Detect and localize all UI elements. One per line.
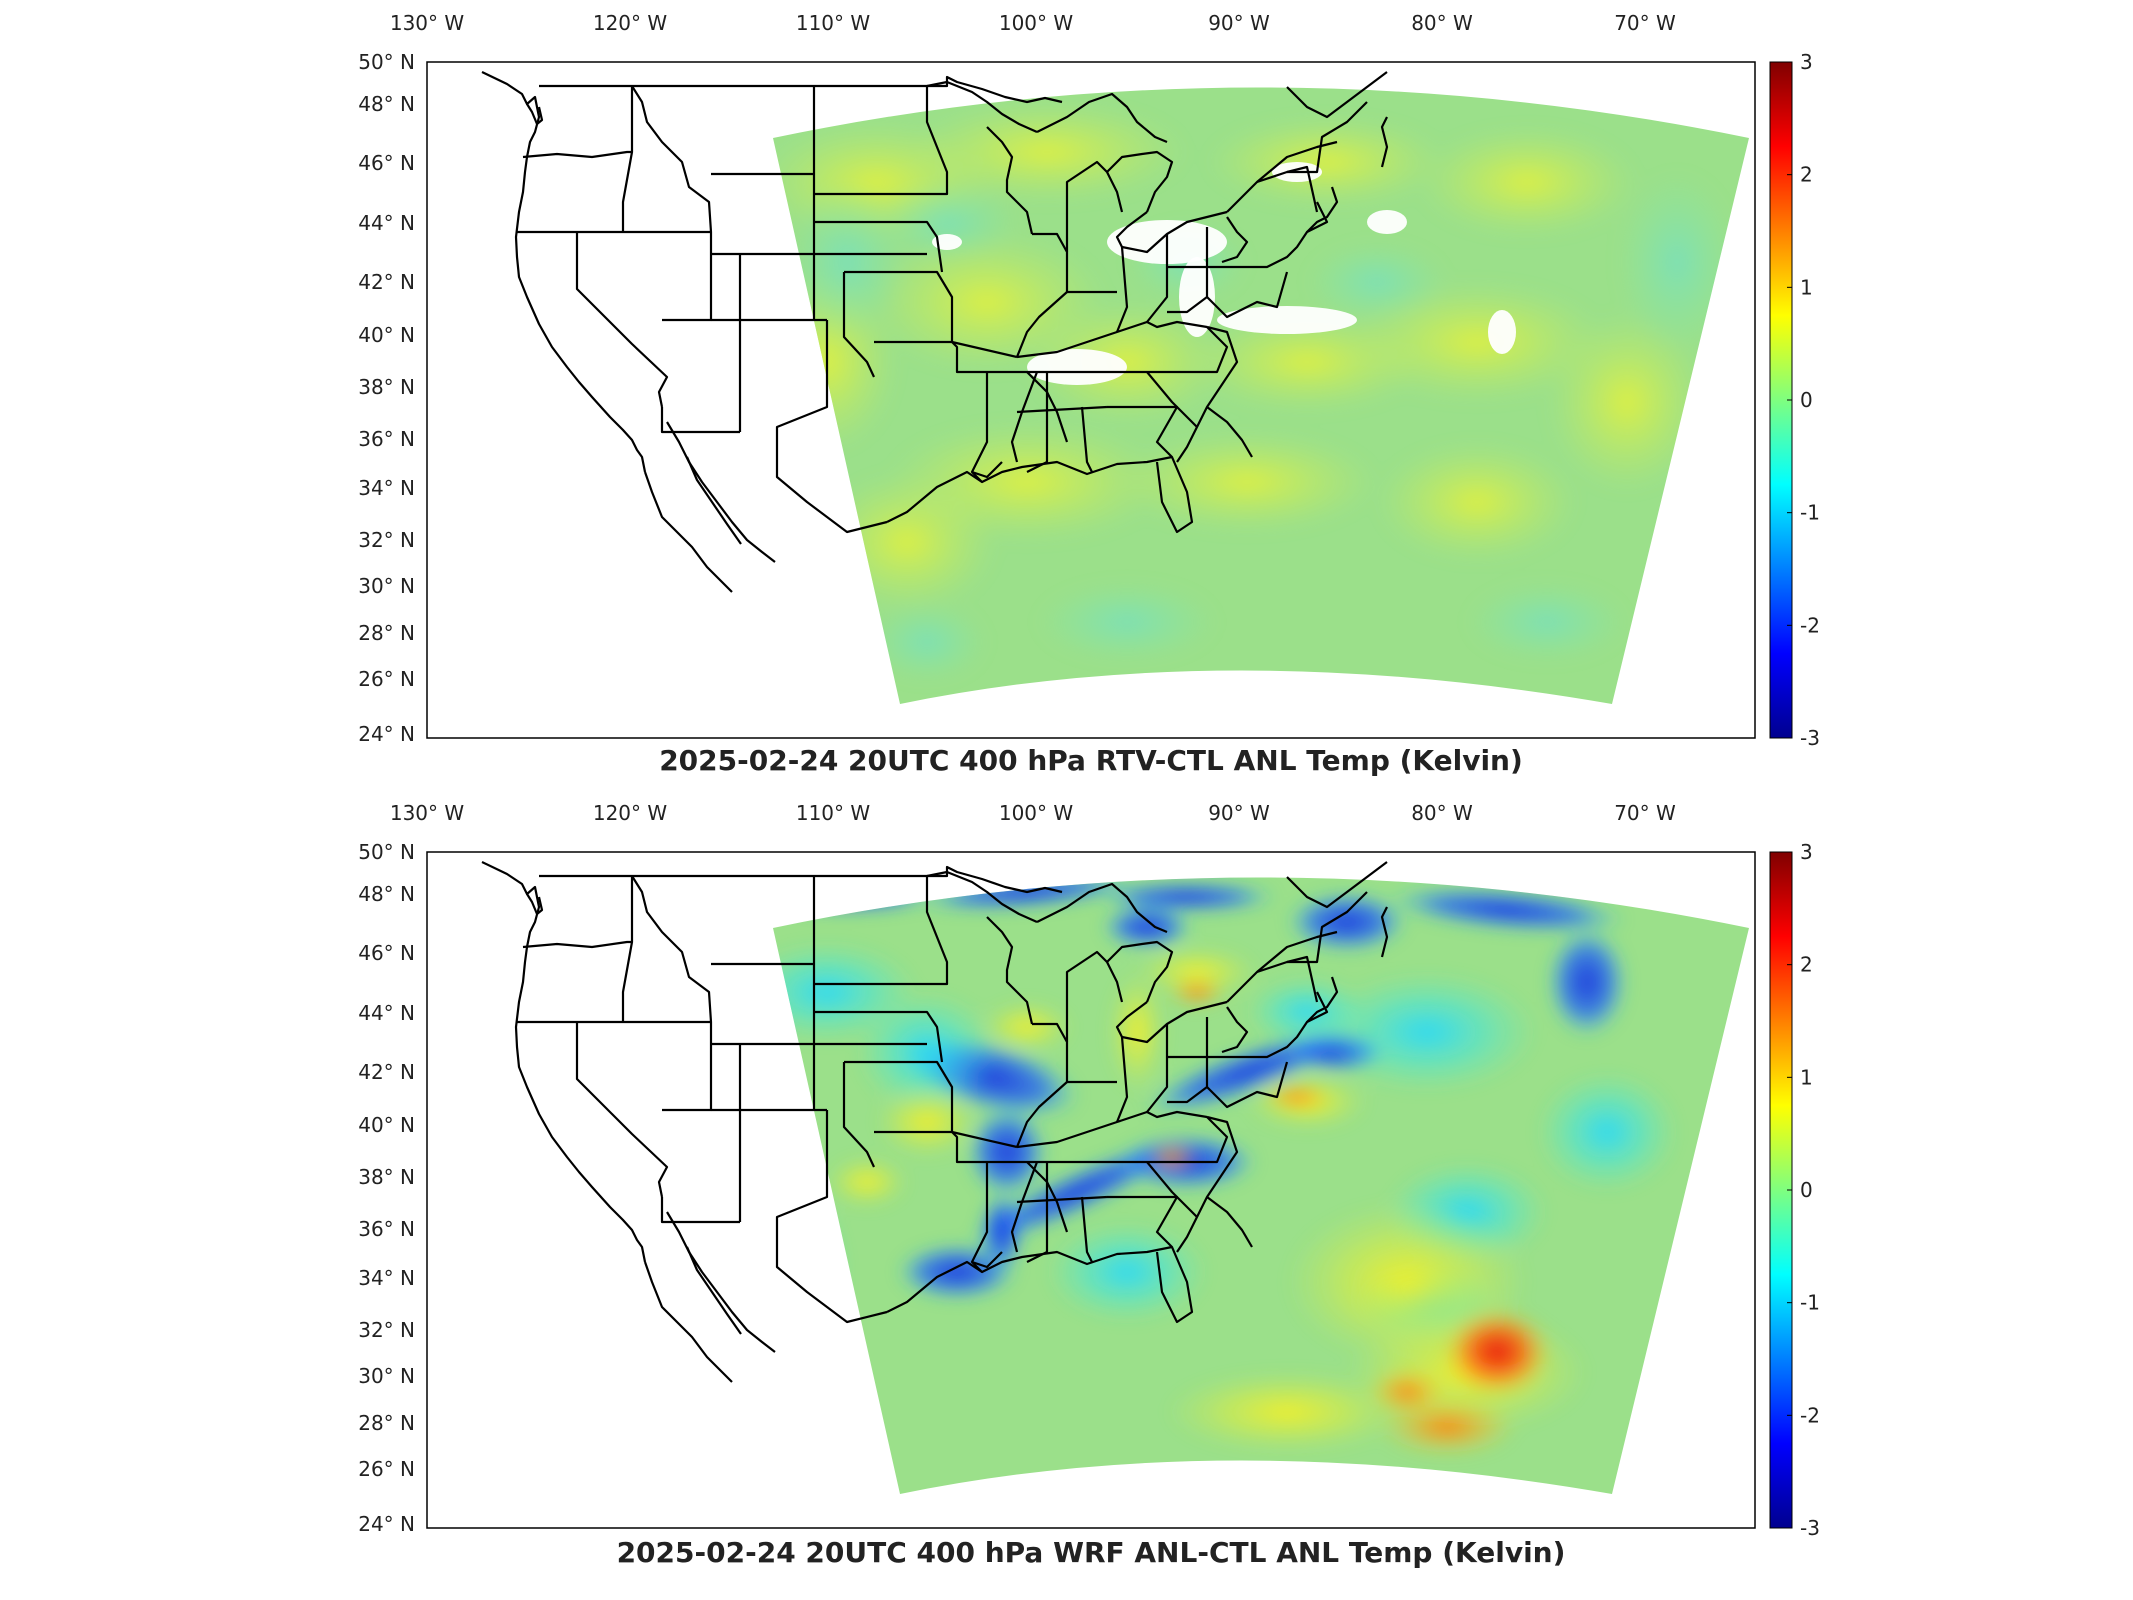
latitude-tick-label: 24° N (358, 722, 415, 746)
colorbar-tick-label: -2 (1800, 613, 1820, 637)
longitude-tick-label: 90° W (1208, 801, 1270, 825)
latitude-tick-label: 42° N (358, 1060, 415, 1084)
latitude-tick-label: 40° N (358, 323, 415, 347)
colorbar-tick-label: 2 (1800, 163, 1813, 187)
map-frame (426, 61, 1756, 739)
colorbar-tick-label: -3 (1800, 1516, 1820, 1540)
longitude-tick-label: 70° W (1614, 801, 1676, 825)
longitude-tick-label: 110° W (796, 11, 871, 35)
longitude-tick-label: 110° W (796, 801, 871, 825)
latitude-tick-label: 30° N (358, 574, 415, 598)
latitude-tick-label: 24° N (358, 1512, 415, 1536)
latitude-tick-label: 34° N (358, 476, 415, 500)
colorbar-tick-label: 2 (1800, 953, 1813, 977)
colorbar-tick-label: 1 (1800, 1065, 1813, 1089)
panel-title: 2025-02-24 20UTC 400 hPa RTV-CTL ANL Tem… (659, 744, 1523, 777)
longitude-tick-label: 100° W (999, 11, 1074, 35)
latitude-tick-label: 30° N (358, 1364, 415, 1388)
longitude-tick-label: 90° W (1208, 11, 1270, 35)
latitude-tick-label: 32° N (358, 1318, 415, 1342)
longitude-tick-label: 120° W (593, 11, 668, 35)
longitude-tick-label: 130° W (390, 801, 465, 825)
longitude-tick-label: 80° W (1411, 801, 1473, 825)
latitude-tick-label: 48° N (358, 882, 415, 906)
latitude-tick-label: 38° N (358, 375, 415, 399)
latitude-tick-label: 28° N (358, 621, 415, 645)
latitude-tick-label: 44° N (358, 1001, 415, 1025)
latitude-tick-label: 46° N (358, 941, 415, 965)
latitude-tick-label: 40° N (358, 1113, 415, 1137)
latitude-tick-label: 50° N (358, 50, 415, 74)
latitude-tick-label: 34° N (358, 1266, 415, 1290)
colorbar-tick-label: -2 (1800, 1403, 1820, 1427)
longitude-tick-label: 130° W (390, 11, 465, 35)
map-panel-wrf-anl-ctl: 130° W 120° W 110° W 100° W 90° W 80° W 70° W 5… (358, 801, 1820, 1569)
latitude-tick-label: 48° N (358, 92, 415, 116)
latitude-tick-label: 26° N (358, 667, 415, 691)
colorbar-tick-label: 0 (1800, 1178, 1813, 1202)
longitude-tick-label: 100° W (999, 801, 1074, 825)
map-frame (426, 851, 1756, 1529)
longitude-tick-label: 120° W (593, 801, 668, 825)
panel-title: 2025-02-24 20UTC 400 hPa WRF ANL-CTL ANL… (617, 1536, 1566, 1569)
latitude-tick-label: 36° N (358, 427, 415, 451)
latitude-tick-label: 36° N (358, 1217, 415, 1241)
colorbar-tick-label: 1 (1800, 275, 1813, 299)
longitude-tick-label: 70° W (1614, 11, 1676, 35)
map-panel-rtv-ctl: 130° W 120° W 110° W 100° W 90° W 80° W 70° W 5… (358, 11, 1820, 777)
colorbar-tick-label: -1 (1800, 1291, 1820, 1315)
latitude-tick-label: 26° N (358, 1457, 415, 1481)
longitude-tick-label: 80° W (1411, 11, 1473, 35)
latitude-tick-label: 28° N (358, 1411, 415, 1435)
latitude-tick-label: 42° N (358, 270, 415, 294)
latitude-tick-label: 38° N (358, 1165, 415, 1189)
colorbar-tick-label: 3 (1800, 840, 1813, 864)
latitude-tick-label: 46° N (358, 151, 415, 175)
temperature-difference-field (773, 87, 1749, 704)
colorbar-tick-label: -1 (1800, 501, 1820, 525)
latitude-tick-label: 44° N (358, 211, 415, 235)
colorbar-tick-label: -3 (1800, 726, 1820, 750)
latitude-tick-label: 50° N (358, 840, 415, 864)
temperature-difference-field (773, 877, 1749, 1494)
colorbar-tick-label: 0 (1800, 388, 1813, 412)
colorbar-tick-label: 3 (1800, 50, 1813, 74)
latitude-tick-label: 32° N (358, 528, 415, 552)
